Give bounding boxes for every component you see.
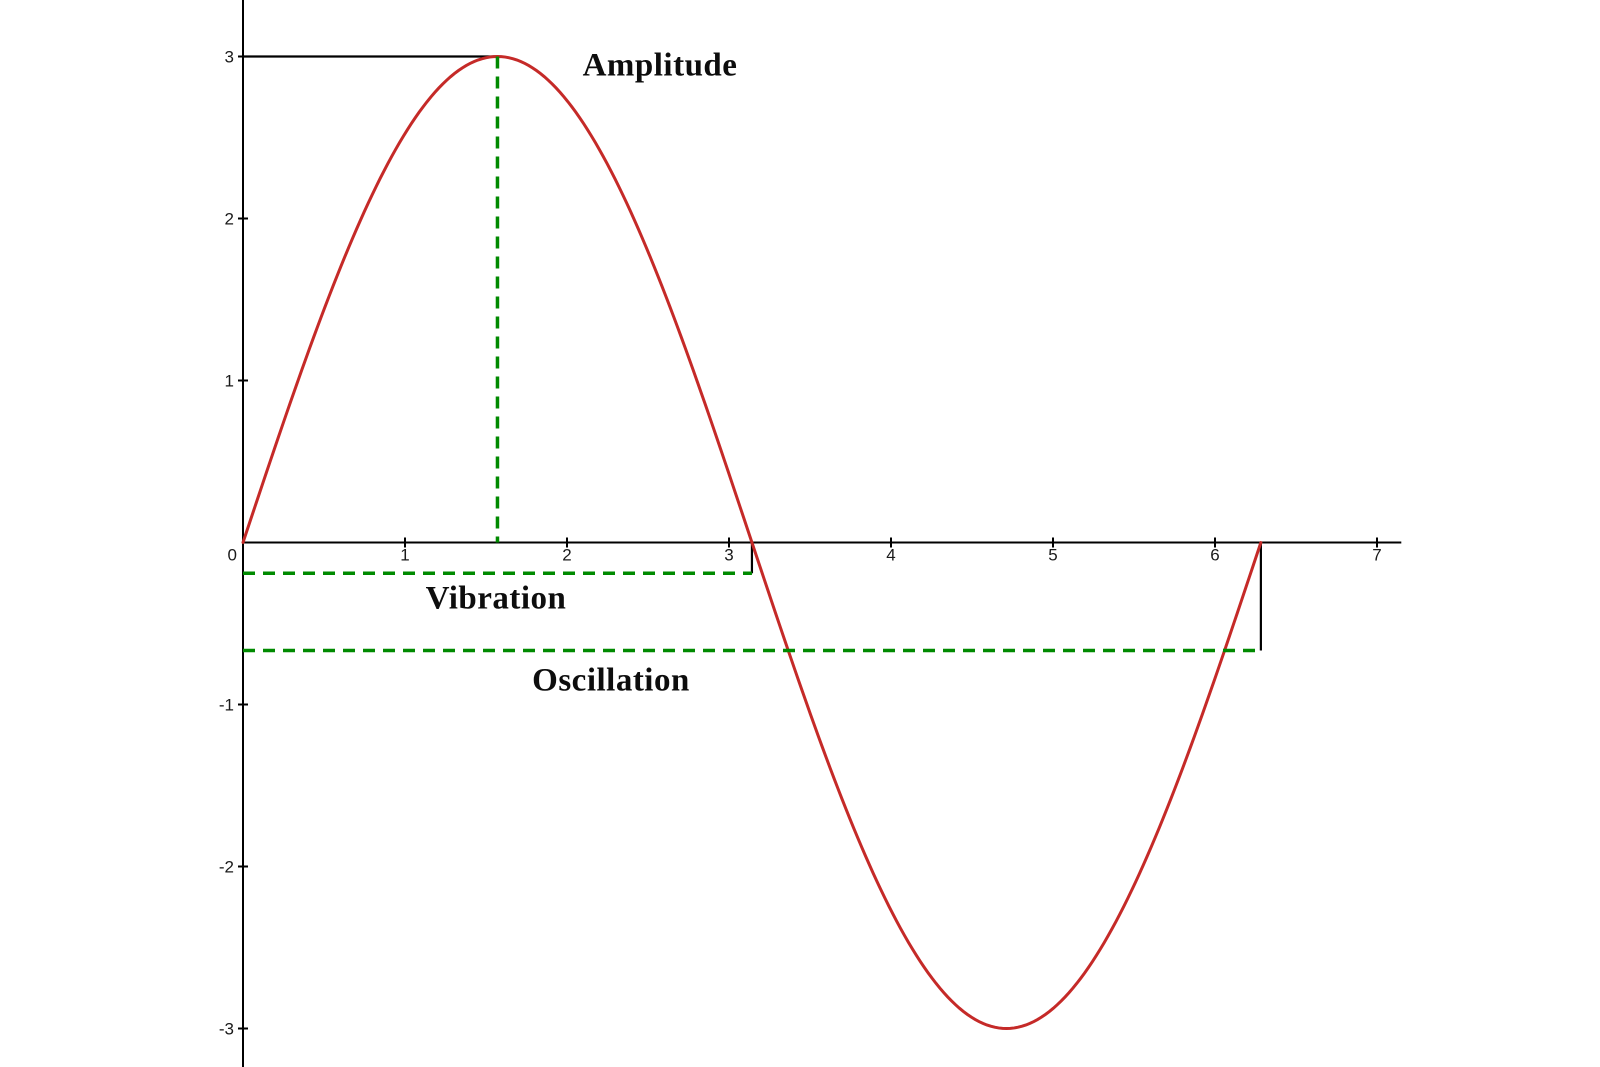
x-tick-label: 5: [1048, 546, 1057, 565]
x-tick-label: 3: [724, 546, 733, 565]
vibration-label: Vibration: [425, 580, 567, 617]
y-tick-label: 1: [225, 372, 234, 391]
y-tick-label: -2: [219, 858, 234, 877]
sine-curve: [241, 54, 1263, 1031]
origin-label: 0: [228, 546, 237, 565]
y-tick-label: 2: [225, 210, 234, 229]
y-tick-label: -1: [219, 696, 234, 715]
x-tick-label: 4: [886, 546, 895, 565]
y-tick-label: -3: [219, 1020, 234, 1039]
amplitude-label: Amplitude: [582, 47, 738, 84]
x-tick-label: 1: [400, 546, 409, 565]
x-tick-label: 7: [1372, 546, 1381, 565]
y-tick-label: 3: [225, 48, 234, 67]
x-tick-label: 2: [562, 546, 571, 565]
x-tick-label: 6: [1210, 546, 1219, 565]
oscillation-label: Oscillation: [532, 662, 690, 699]
